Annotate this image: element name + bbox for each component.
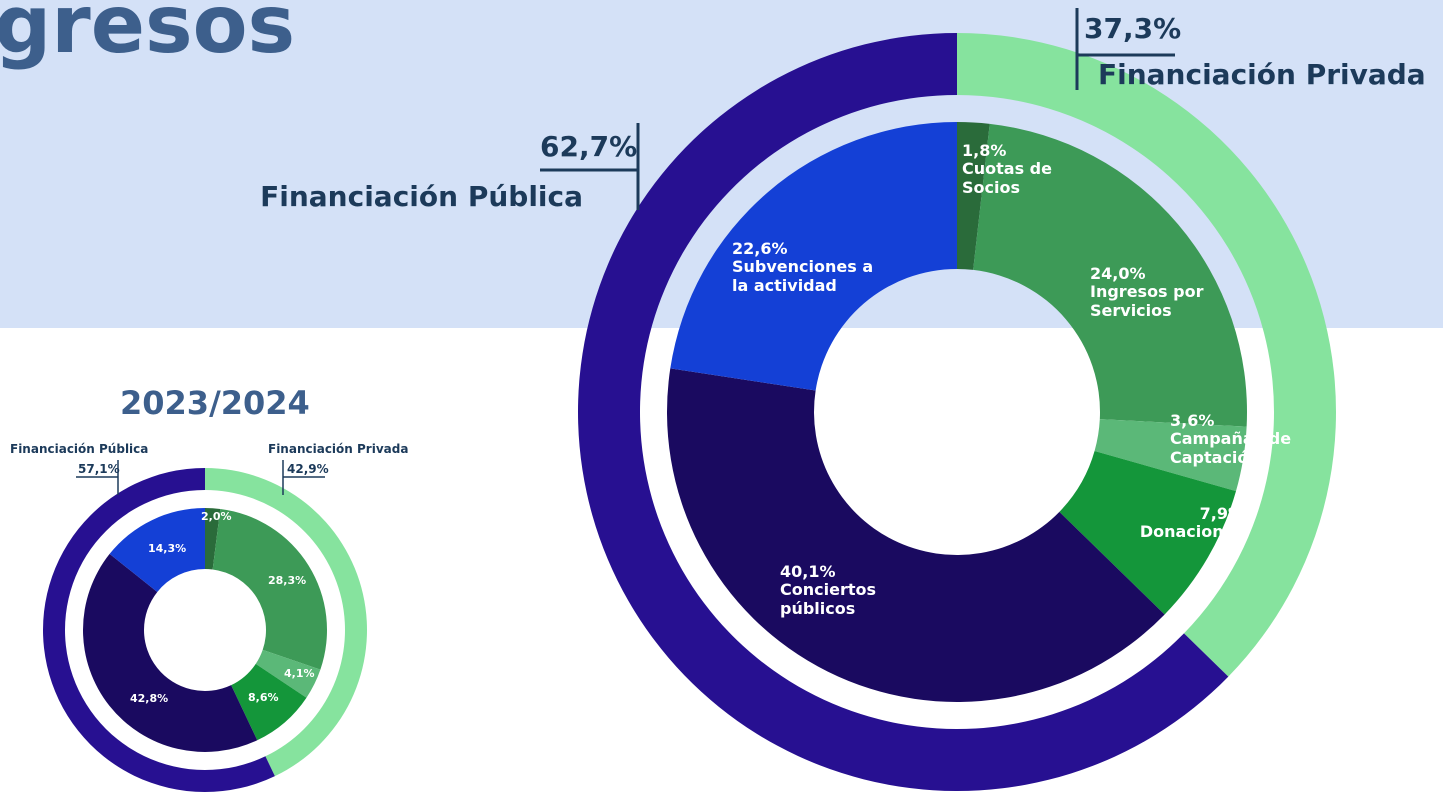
outer-category-label: Financiación Privada <box>1098 58 1426 91</box>
outer-value-label: 42,9% <box>287 462 329 476</box>
segment-value: 3,6% <box>1170 411 1215 430</box>
chart-title: 2023/2024 <box>120 384 310 422</box>
donut-segment <box>205 508 221 570</box>
segment-value: 22,6% <box>732 239 788 258</box>
segment-label: 14,3% <box>148 542 187 555</box>
donut-segment <box>212 508 327 670</box>
segment-value: 1,8% <box>962 141 1007 160</box>
donut-segment <box>667 368 1165 702</box>
segment-value: 7,9% <box>1199 504 1244 523</box>
donut-segment <box>255 649 321 698</box>
segment-label: 2,0% <box>201 510 232 523</box>
segment-label: 4,1% <box>284 667 315 680</box>
segment-label: 40,1% Conciertos públicos <box>780 562 930 618</box>
segment-name: Campañas de Captación <box>1170 429 1292 467</box>
segment-label: 42,8% <box>130 692 169 705</box>
segment-value: 40,1% <box>780 562 836 581</box>
outer-value-label: 57,1% <box>78 462 120 476</box>
donut-segment <box>670 121 957 391</box>
donut-segment <box>82 553 258 752</box>
segment-label: 22,6% Subvenciones a la actividad <box>732 239 882 295</box>
segment-label: 28,3% <box>268 574 307 587</box>
donut-segment <box>109 508 205 592</box>
outer-value-label: 37,3% <box>1084 12 1182 45</box>
segment-label: 7,9% Donaciones <box>1094 504 1244 542</box>
donut-segment <box>973 123 1247 427</box>
segment-label: 3,6% Campañas de Captación <box>1170 411 1320 467</box>
donut-segment <box>578 33 1229 791</box>
donut-segment <box>231 663 307 741</box>
segment-name: Ingresos por Servicios <box>1090 282 1204 320</box>
segment-name: Cuotas de Socios <box>962 159 1052 197</box>
segment-label: 24,0% Ingresos por Servicios <box>1090 264 1240 320</box>
outer-category-label: Financiación Privada <box>268 442 409 456</box>
segment-name: Conciertos públicos <box>780 580 876 618</box>
page-title: gresos <box>0 0 296 71</box>
donut-segment <box>957 122 990 270</box>
donut-segment <box>957 33 1337 677</box>
segment-label: 8,6% <box>248 691 279 704</box>
segment-value: 24,0% <box>1090 264 1146 283</box>
segment-name: Subvenciones a la actividad <box>732 257 874 295</box>
outer-category-label: Financiación Pública <box>10 442 149 456</box>
outer-category-label: Financiación Pública <box>260 180 583 213</box>
segment-label: 1,8% Cuotas de Socios <box>962 141 1112 197</box>
segment-name: Donaciones <box>1139 522 1244 542</box>
donut-segment <box>1094 419 1247 492</box>
outer-value-label: 62,7% <box>540 130 638 163</box>
donut-segment <box>1059 451 1236 615</box>
donut-segment <box>205 468 367 777</box>
